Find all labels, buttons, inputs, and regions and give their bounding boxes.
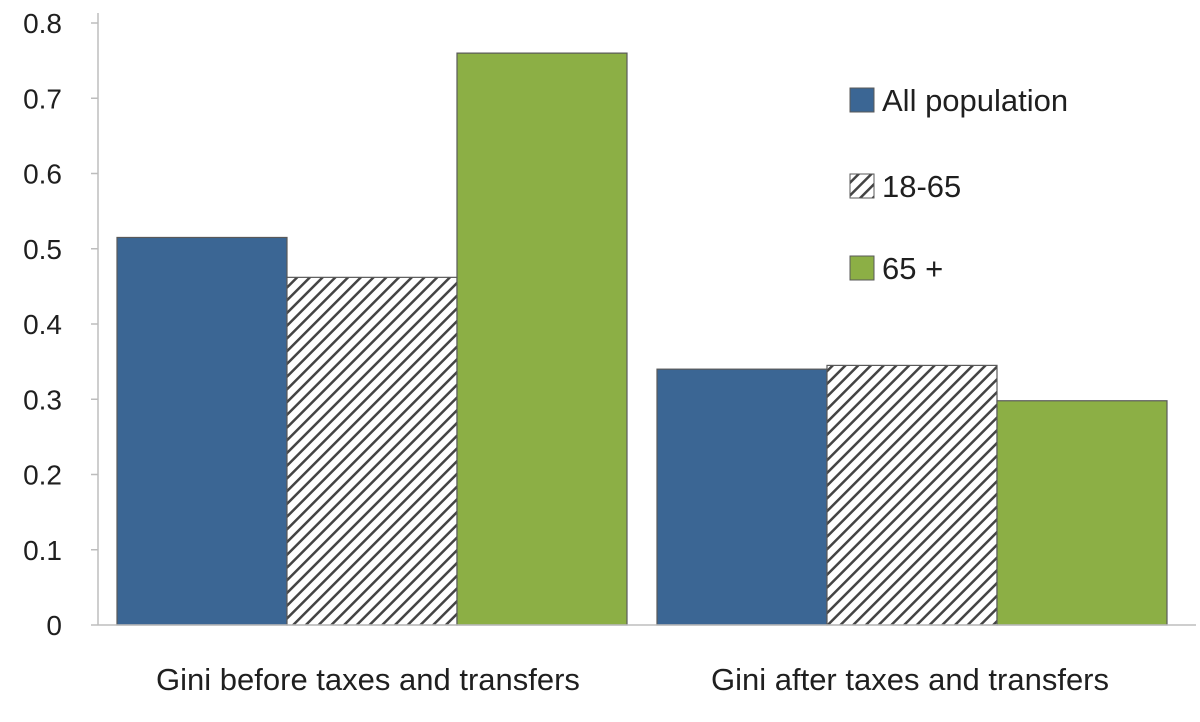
legend-label: 65 + [882,251,943,286]
legend-swatch [849,87,875,113]
y-tick-label: 0.5 [23,234,62,265]
legend-label: 18-65 [882,169,961,204]
legend-swatch [849,255,875,281]
y-tick-label: 0.4 [23,309,62,340]
bar-65-after [996,400,1168,626]
x-axis: Gini before taxes and transfers Gini afte… [98,624,1196,697]
legend-label: All population [882,83,1068,118]
y-tick-label: 0 [46,610,62,641]
bar-18-65-after [826,364,998,626]
y-tick-label: 0.6 [23,159,62,190]
y-axis: 0 0.1 0.2 0.3 0.4 0.5 0.6 0.7 0.8 [23,8,99,641]
y-tick-label: 0.8 [23,8,62,39]
y-tick-label: 0.7 [23,83,62,114]
bars [116,52,1168,626]
x-category-label: Gini after taxes and transfers [711,662,1109,697]
bar-all-population-before [116,236,288,626]
y-tick-label: 0.1 [23,535,62,566]
legend-swatch [849,173,875,199]
y-tick-label: 0.2 [23,460,62,491]
y-tick-label: 0.3 [23,384,62,415]
bar-all-population-after [656,368,828,626]
x-category-label: Gini before taxes and transfers [156,662,580,697]
legend: All population 18-65 65 + [849,83,1068,286]
bar-65-before [456,52,628,626]
bar-18-65-before [286,276,458,626]
